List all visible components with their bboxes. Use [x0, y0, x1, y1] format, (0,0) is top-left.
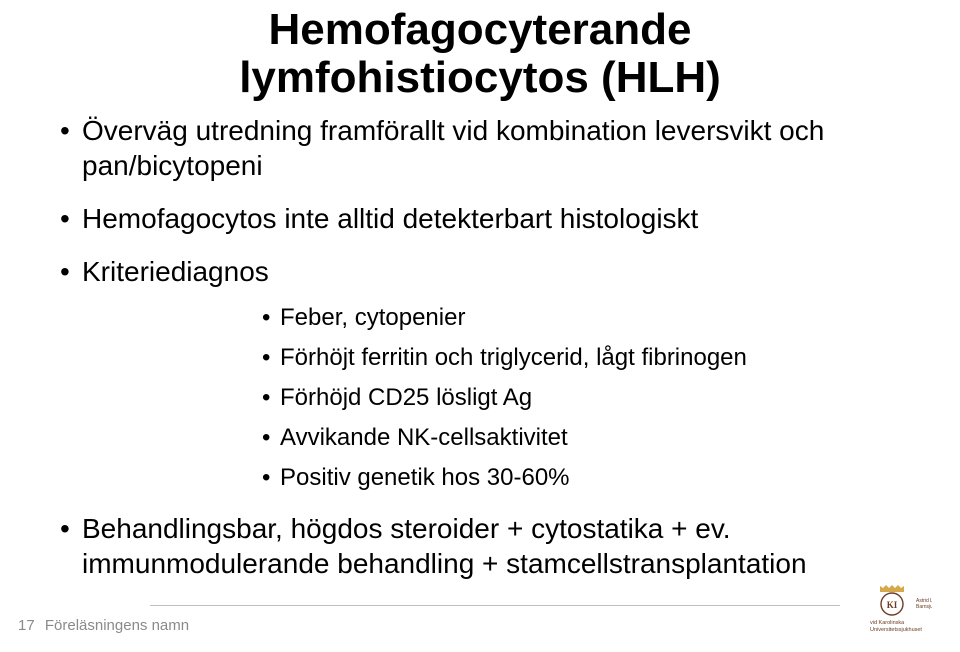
- sub-bullet-text: Förhöjt ferritin och triglycerid, lågt f…: [280, 344, 747, 371]
- slide: Hemofagocyterande lymfohistiocytos (HLH)…: [0, 0, 960, 652]
- bullet-text: Hemofagocytos inte alltid detekterbart h…: [82, 203, 698, 234]
- sub-bullet-text: Avvikande NK-cellsaktivitet: [280, 424, 568, 451]
- svg-text:Barnsjukhus: Barnsjukhus: [916, 604, 932, 610]
- sub-bullet-text: Feber, cytopenier: [280, 304, 465, 331]
- title-line-2: lymfohistiocytos (HLH): [0, 54, 960, 102]
- bullet-item: Behandlingsbar, högdos steroider + cytos…: [60, 511, 920, 581]
- svg-text:vid Karolinska: vid Karolinska: [870, 620, 905, 626]
- footer: 17 Föreläsningens namn: [18, 617, 189, 634]
- sub-bullet-item: Feber, cytopenier: [262, 303, 920, 333]
- bullet-item: Kriteriediagnos Feber, cytopenier Förhöj…: [60, 254, 920, 493]
- svg-text:Universitetssjukhuset: Universitetssjukhuset: [870, 627, 922, 633]
- sub-bullet-text: Positiv genetik hos 30-60%: [280, 464, 570, 491]
- bullet-text: Överväg utredning framförallt vid kombin…: [82, 115, 824, 181]
- sub-bullet-item: Förhöjt ferritin och triglycerid, lågt f…: [262, 343, 920, 373]
- slide-title: Hemofagocyterande lymfohistiocytos (HLH): [0, 0, 960, 103]
- karolinska-logo-icon: KI Astrid Lindgrens Barnsjukhus vid Karo…: [858, 582, 932, 638]
- svg-text:KI: KI: [887, 600, 898, 610]
- bullet-text: Behandlingsbar, högdos steroider + cytos…: [82, 513, 807, 579]
- bullet-list-level1: Överväg utredning framförallt vid kombin…: [60, 113, 920, 581]
- bullet-text: Kriteriediagnos: [82, 256, 269, 287]
- page-number: 17: [18, 617, 35, 634]
- footer-label: Föreläsningens namn: [45, 617, 189, 634]
- bullet-item: Hemofagocytos inte alltid detekterbart h…: [60, 201, 920, 236]
- footer-divider: [150, 605, 840, 606]
- sub-bullet-text: Förhöjd CD25 lösligt Ag: [280, 384, 532, 411]
- sub-bullet-item: Positiv genetik hos 30-60%: [262, 463, 920, 493]
- sub-bullet-item: Avvikande NK-cellsaktivitet: [262, 423, 920, 453]
- title-line-1: Hemofagocyterande: [0, 6, 960, 54]
- bullet-item: Överväg utredning framförallt vid kombin…: [60, 113, 920, 183]
- content-area: Överväg utredning framförallt vid kombin…: [0, 113, 960, 581]
- sub-bullet-item: Förhöjd CD25 lösligt Ag: [262, 383, 920, 413]
- bullet-list-level2: Feber, cytopenier Förhöjt ferritin och t…: [262, 303, 920, 493]
